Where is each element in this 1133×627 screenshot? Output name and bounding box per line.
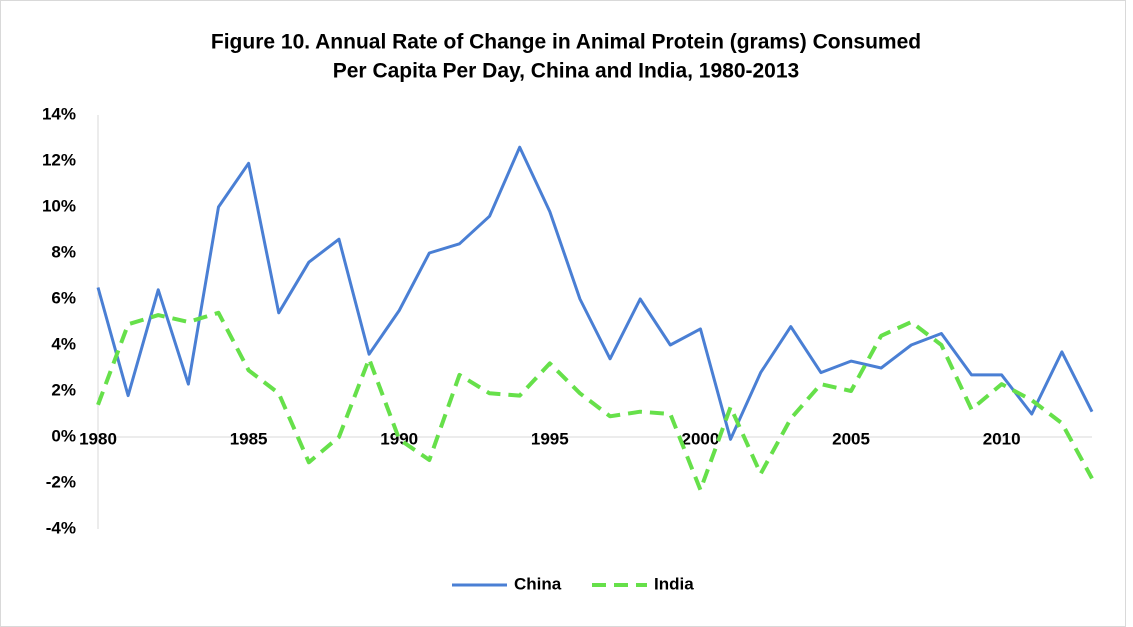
y-tick-label: 10% [42, 196, 76, 215]
x-tick-label: 2005 [832, 429, 870, 448]
x-tick-label: 2000 [682, 429, 720, 448]
y-tick-label: 2% [51, 380, 76, 399]
y-tick-label: 4% [51, 334, 76, 353]
chart-title: Figure 10. Annual Rate of Change in Anim… [211, 31, 921, 54]
chart-title: Per Capita Per Day, China and India, 198… [333, 60, 799, 83]
y-tick-label: -2% [46, 472, 76, 491]
series-line [96, 145, 1094, 441]
x-tick-label: 1990 [380, 429, 418, 448]
y-tick-label: -4% [46, 518, 76, 537]
y-tick-label: 12% [42, 150, 76, 169]
x-tick-label: 2010 [983, 429, 1021, 448]
y-tick-label: 6% [51, 288, 76, 307]
x-tick-label: 1985 [230, 429, 268, 448]
legend-label: India [654, 574, 694, 593]
series-line [96, 310, 1094, 492]
y-tick-label: 8% [51, 242, 76, 261]
x-tick-label: 1995 [531, 429, 569, 448]
y-tick-label: 0% [51, 426, 76, 445]
x-tick-label: 1980 [79, 429, 117, 448]
legend-label: China [514, 574, 562, 593]
y-tick-label: 14% [42, 104, 76, 123]
